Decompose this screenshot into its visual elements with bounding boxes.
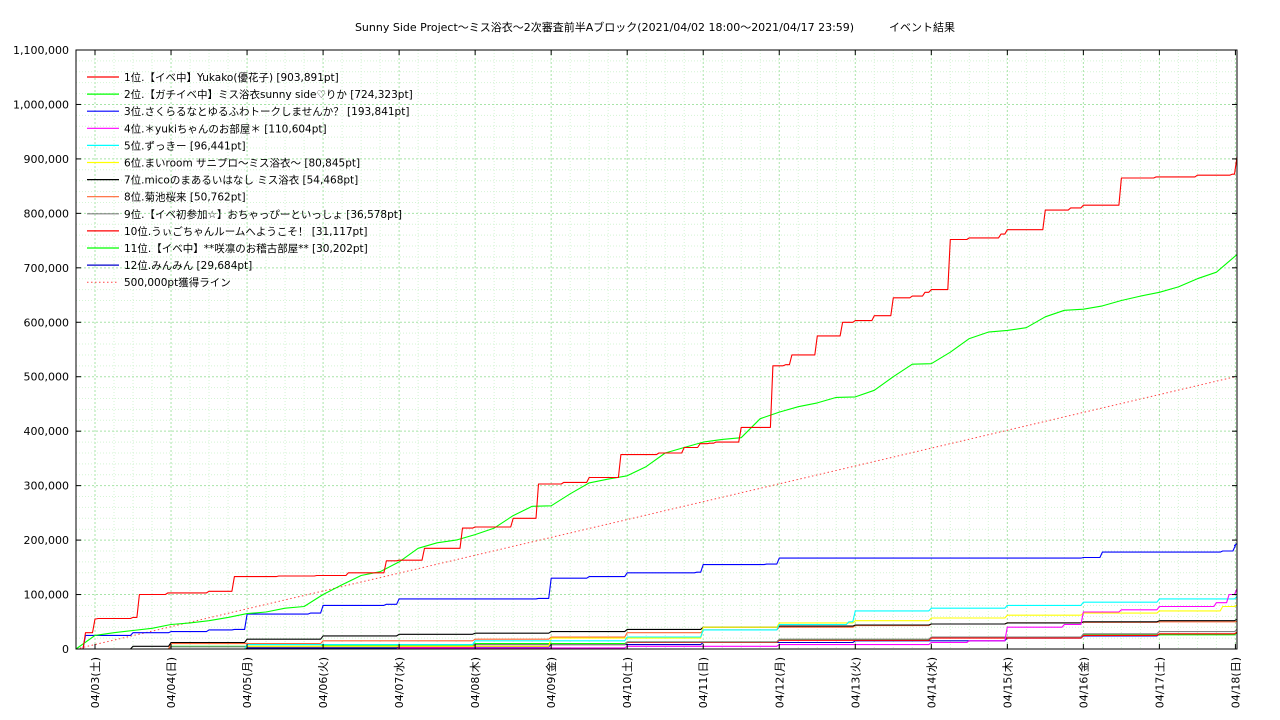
y-tick-label: 200,000 [24,534,70,547]
x-tick-label: 04/14(水) [925,657,938,708]
x-tick-label: 04/12(月) [773,657,786,708]
x-tick-label: 04/15(木) [1001,657,1014,708]
x-tick-label: 04/08(木) [469,657,482,708]
legend-label: 9位.【イベ初参加☆】おちゃっぴーといっしょ [36,578pt] [124,208,402,221]
series-line-3 [76,542,1238,650]
legend-label: 12位.みんみん [29,684pt] [124,259,252,272]
x-tick-label: 04/18(日) [1229,657,1242,708]
plot-frame [75,49,1238,650]
x-tick-label: 04/04(日) [165,657,178,708]
series-line-2 [75,254,1238,650]
x-tick-label: 04/16(金) [1076,657,1090,708]
y-tick-label: 500,000 [24,371,70,384]
x-tick-label: 04/06(火) [317,657,330,708]
x-tick-label: 04/11(日) [697,657,710,708]
y-tick-label: 100,000 [24,589,70,602]
series-lines [75,156,1238,650]
y-tick-label: 1,100,000 [13,44,69,57]
series-line-4 [76,588,1238,650]
y-tick-label: 0 [62,643,69,656]
series-line-5 [76,596,1238,650]
axes: 0 100,000 200,000 300,000 400,000 500,000 600,… [13,44,1242,708]
y-tick-label: 900,000 [24,153,70,166]
legend-label: 11位.【イベ中】**咲凛のお稽古部屋** [30,202pt] [124,242,368,255]
y-tick-label: 600,000 [24,316,70,329]
y-tick-label: 400,000 [24,425,70,438]
legend-label: 1位.【イベ中】Yukako(優花子) [903,891pt] [124,71,339,84]
x-tick-label: 04/10(土) [621,657,634,708]
legend-label: 6位.まいroom サニプロ～ミス浴衣～ [80,845pt] [124,157,360,170]
legend-label: 3位.さくらるなとゆるふわトークしませんか？ [193,841pt] [124,105,409,118]
x-tick-label: 04/09(金) [544,657,558,708]
legend-label: 500,000pt獲得ライン [124,276,231,289]
y-tick-label: 800,000 [24,207,70,220]
x-tick-label: 04/03(土) [89,657,102,708]
legend: 1位.【イベ中】Yukako(優花子) [903,891pt] 2位.【ガチイベ中… [87,71,413,289]
series-line-1 [76,156,1238,650]
x-tick-label: 04/07(水) [393,657,406,708]
x-tick-label: 04/05(月) [241,657,254,708]
x-tick-label: 04/13(火) [849,657,862,708]
x-tick-label: 04/17(土) [1153,657,1166,708]
y-tick-label: 300,000 [24,480,70,493]
legend-label: 7位.micoのまあるいはなし ミス浴衣 [54,468pt] [124,174,358,187]
series-line-13 [75,376,1236,650]
legend-label: 4位.＊yukiちゃんのお部屋＊ [110,604pt] [124,122,327,135]
legend-label: 8位.菊池桜来 [50,762pt] [124,191,246,204]
y-tick-label: 700,000 [24,262,70,275]
y-tick-label: 1,000,000 [13,98,69,111]
series-line-7 [76,618,1238,650]
legend-label: 2位.【ガチイベ中】ミス浴衣sunny side♡りか [724,323pt] [124,88,413,101]
chart-title: Sunny Side Project～ミス浴衣～2次審査前半Aブロック(2021… [354,21,956,34]
legend-label: 10位.うぃごちゃんルームへようこそ！ [31,117pt] [124,225,367,238]
legend-label: 5位.ずっきー [96,441pt] [124,139,246,152]
grid [75,49,1237,650]
